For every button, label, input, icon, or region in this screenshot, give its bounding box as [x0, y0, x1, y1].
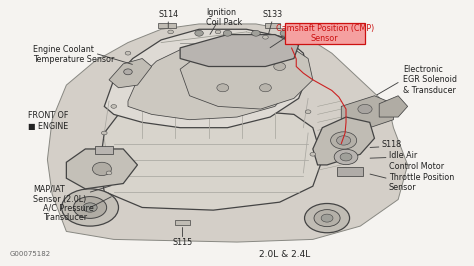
Polygon shape	[341, 96, 393, 128]
Bar	[175, 220, 190, 225]
Ellipse shape	[273, 63, 285, 70]
Ellipse shape	[62, 189, 118, 226]
Polygon shape	[100, 106, 322, 210]
Ellipse shape	[83, 203, 97, 212]
Text: FRONT OF
■ ENGINE: FRONT OF ■ ENGINE	[28, 111, 69, 131]
Ellipse shape	[340, 153, 352, 161]
Ellipse shape	[125, 51, 131, 55]
Ellipse shape	[314, 210, 340, 227]
Ellipse shape	[223, 30, 232, 36]
Text: Idle Air
Control Motor: Idle Air Control Motor	[389, 151, 444, 171]
Text: Camshaft Position (CMP)
Sensor: Camshaft Position (CMP) Sensor	[275, 24, 374, 43]
Ellipse shape	[168, 30, 173, 34]
Text: Throttle Position
Sensor: Throttle Position Sensor	[389, 173, 454, 192]
Ellipse shape	[304, 203, 349, 233]
Polygon shape	[104, 29, 308, 128]
Polygon shape	[313, 117, 374, 165]
Ellipse shape	[310, 152, 316, 156]
Text: Engine Coolant
Temperature Sensor: Engine Coolant Temperature Sensor	[33, 45, 115, 64]
Ellipse shape	[334, 149, 358, 165]
Text: Electronic
EGR Solenoid
& Transducer: Electronic EGR Solenoid & Transducer	[403, 65, 457, 95]
Polygon shape	[109, 59, 152, 88]
Text: S133: S133	[263, 10, 283, 19]
FancyBboxPatch shape	[285, 23, 365, 44]
Polygon shape	[379, 96, 408, 117]
Text: S115: S115	[173, 238, 192, 247]
Text: G00075182: G00075182	[9, 251, 51, 257]
Ellipse shape	[246, 49, 257, 57]
Polygon shape	[180, 37, 313, 109]
Text: S114: S114	[158, 10, 178, 19]
Ellipse shape	[73, 197, 107, 218]
Ellipse shape	[124, 69, 132, 75]
Ellipse shape	[217, 84, 229, 92]
Ellipse shape	[252, 30, 260, 36]
Polygon shape	[128, 40, 294, 120]
Ellipse shape	[92, 162, 111, 176]
Ellipse shape	[330, 132, 356, 149]
Ellipse shape	[111, 105, 117, 108]
Bar	[337, 167, 363, 176]
Ellipse shape	[321, 214, 333, 222]
Ellipse shape	[259, 84, 271, 92]
Ellipse shape	[337, 136, 351, 145]
Ellipse shape	[207, 57, 219, 65]
Text: MAP/IAT
Sensor (2.0L): MAP/IAT Sensor (2.0L)	[33, 185, 86, 204]
Polygon shape	[66, 149, 137, 189]
Ellipse shape	[195, 30, 203, 36]
Ellipse shape	[101, 131, 107, 135]
Bar	[95, 146, 113, 154]
Polygon shape	[180, 35, 299, 66]
Ellipse shape	[263, 35, 268, 39]
Ellipse shape	[305, 110, 311, 114]
Text: S118: S118	[382, 140, 401, 149]
Text: 2.0L & 2.4L: 2.0L & 2.4L	[259, 250, 310, 259]
Ellipse shape	[358, 105, 372, 114]
Bar	[158, 23, 176, 28]
Ellipse shape	[215, 30, 221, 34]
Text: A/C Pressure
Transducer: A/C Pressure Transducer	[43, 203, 93, 222]
Polygon shape	[47, 24, 408, 242]
Text: Ignition
Coil Pack: Ignition Coil Pack	[206, 8, 242, 27]
Bar	[265, 23, 280, 28]
Ellipse shape	[106, 171, 112, 175]
Ellipse shape	[280, 30, 289, 36]
